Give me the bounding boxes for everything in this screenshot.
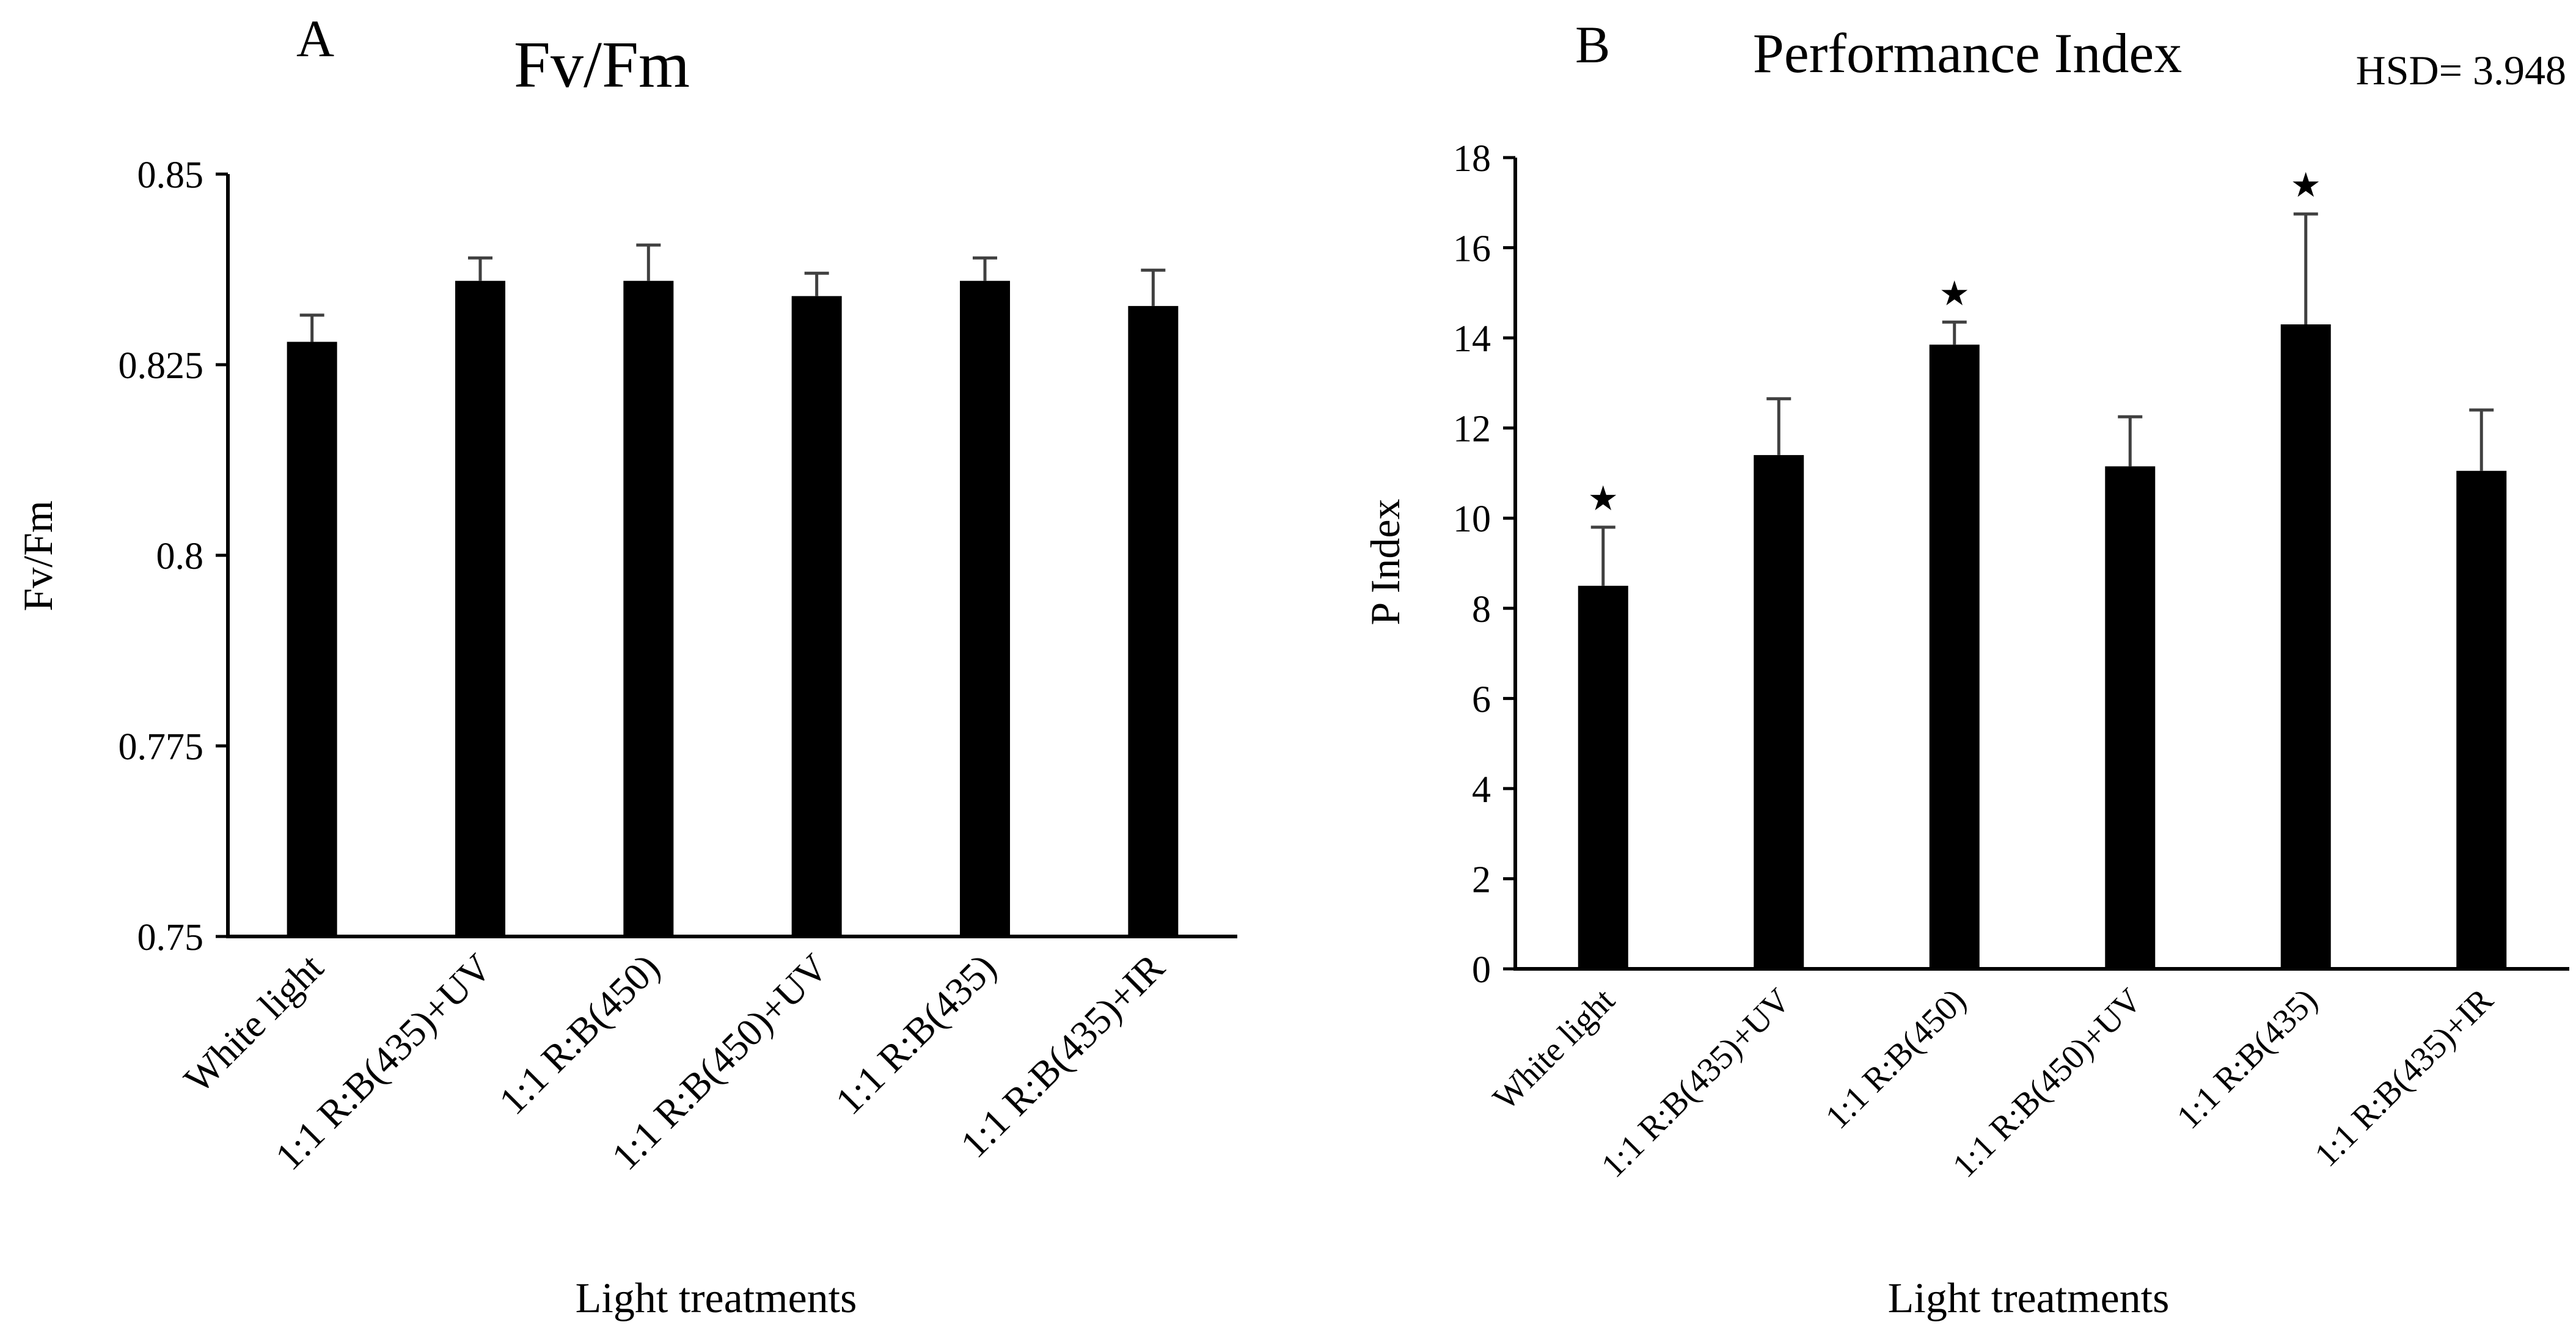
y-tick-label: 2 bbox=[1472, 859, 1491, 900]
x-tick-label: 1:1 R:B(435)+UV bbox=[1594, 981, 1798, 1185]
y-tick-label: 14 bbox=[1453, 318, 1491, 360]
y-tick-label: 0 bbox=[1472, 949, 1491, 991]
panel-a-xlabel: Light treatments bbox=[576, 1275, 857, 1322]
x-tick-label: 1:1 R:B(435) bbox=[2170, 981, 2325, 1136]
bar bbox=[1578, 585, 1628, 969]
panel-b-xlabel: Light treatments bbox=[1888, 1275, 2170, 1322]
bar bbox=[791, 296, 842, 937]
panel-a-plot: 0.75 0.775 0.8 0.825 0.85 White light 1:1 R:B(… bbox=[119, 155, 1237, 1178]
y-tick-label: 0.825 bbox=[119, 345, 204, 387]
significance-star: ★ bbox=[1939, 274, 1970, 313]
x-tick-label: White light bbox=[175, 946, 331, 1101]
y-tick-label: 18 bbox=[1453, 138, 1491, 180]
y-tick-label: 16 bbox=[1453, 228, 1491, 270]
y-tick-label: 4 bbox=[1472, 769, 1491, 811]
bar bbox=[1929, 345, 1980, 969]
y-tick-label: 12 bbox=[1453, 409, 1491, 450]
x-tick-label: 1:1 R:B(435) bbox=[827, 946, 1004, 1123]
panel-b-label: B bbox=[1575, 15, 1610, 74]
bar bbox=[2280, 324, 2331, 969]
panel-b-ylabel: P Index bbox=[1362, 498, 1408, 625]
y-tick-label: 0.8 bbox=[156, 536, 204, 577]
x-tick-label: 1:1 R:B(450) bbox=[491, 946, 668, 1123]
y-tick-label: 8 bbox=[1472, 589, 1491, 630]
panel-a-ylabel: Fv/Fm bbox=[15, 500, 61, 611]
panel-b-title: Performance Index bbox=[1753, 22, 2182, 84]
y-tick-label: 0.75 bbox=[137, 917, 204, 958]
y-tick-label: 6 bbox=[1472, 679, 1491, 720]
bar bbox=[455, 280, 505, 937]
significance-star: ★ bbox=[2291, 166, 2321, 205]
x-tick-label: 1:1 R:B(435)+IR bbox=[2308, 981, 2501, 1174]
significance-star: ★ bbox=[1588, 479, 1619, 519]
panel-a-label: A bbox=[296, 9, 334, 68]
y-tick-label: 0.85 bbox=[137, 155, 204, 196]
bar bbox=[623, 280, 674, 937]
bar bbox=[2105, 466, 2156, 969]
y-tick-label: 0.775 bbox=[119, 726, 204, 768]
bar bbox=[960, 280, 1010, 937]
panel-a: A Fv/Fm Fv/Fm Light treatments 0.75 0.775… bbox=[15, 9, 1237, 1322]
bar bbox=[2456, 470, 2507, 969]
panel-a-title: Fv/Fm bbox=[514, 29, 690, 101]
bar bbox=[1128, 305, 1179, 936]
x-tick-label: 1:1 R:B(450) bbox=[1818, 981, 1974, 1136]
panel-b-note: HSD= 3.948 bbox=[2356, 47, 2566, 93]
bar bbox=[287, 341, 337, 936]
bar bbox=[1754, 454, 1804, 969]
y-tick-label: 10 bbox=[1453, 498, 1491, 540]
x-tick-label: White light bbox=[1486, 981, 1622, 1117]
panel-b: B Performance Index HSD= 3.948 P Index L… bbox=[1362, 15, 2569, 1322]
x-tick-label: 1:1 R:B(450)+UV bbox=[1945, 981, 2149, 1185]
